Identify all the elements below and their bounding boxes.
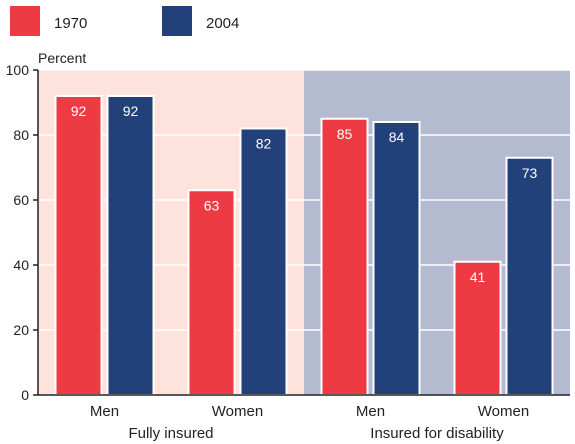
y-axis-label: Percent [38,50,86,66]
data-label-2004-1: 92 [123,103,139,119]
y-tick-label-0: 0 [21,387,29,403]
bars [54,95,554,396]
category-label-3: Men [356,403,385,420]
data-label-2004-4: 73 [522,165,538,181]
data-label-1970-4: 41 [470,269,486,285]
group-label-1: Fully insured [128,425,213,442]
data-label-1970-3: 85 [337,126,353,142]
y-tick-label-60: 60 [13,192,29,208]
category-label-2: Women [212,403,263,420]
bar-1970-2 [187,189,236,396]
y-tick-label-20: 20 [13,322,29,338]
y-axis-ticks: 0 20 40 60 80 100 [6,62,38,403]
bar-2004-2 [239,127,288,396]
bar-1970-1 [54,95,103,396]
legend-label-2004: 2004 [206,15,239,32]
data-label-2004-3: 84 [389,129,405,145]
y-tick-label-100: 100 [6,62,30,78]
y-tick-label-80: 80 [13,127,29,143]
legend-swatch-2004 [162,6,192,36]
axes [37,70,570,396]
data-label-2004-2: 82 [256,136,272,152]
legend-label-1970: 1970 [54,15,87,32]
y-tick-label-40: 40 [13,257,29,273]
legend-swatch-1970 [10,6,40,36]
data-label-1970-2: 63 [204,197,220,213]
labels: Fully insured Insured for disability 92 92 M… [71,103,538,442]
category-label-4: Women [478,403,529,420]
bar-2004-1 [106,95,155,396]
group-label-2: Insured for disability [370,425,504,442]
bar-2004-3 [372,121,421,396]
bar-1970-4 [453,260,502,396]
bar-1970-3 [320,117,369,396]
category-label-1: Men [90,403,119,420]
bar-2004-4 [505,156,554,396]
data-label-1970-1: 92 [71,103,87,119]
legend: 1970 2004 [10,6,239,36]
